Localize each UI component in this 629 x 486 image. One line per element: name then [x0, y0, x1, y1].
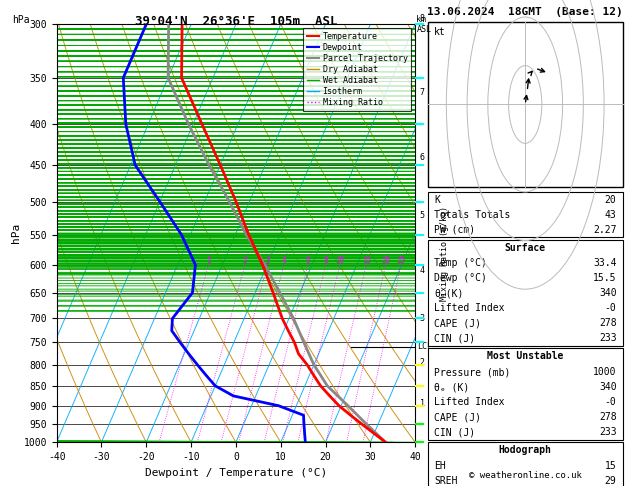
Text: SREH: SREH: [434, 476, 457, 486]
Text: CAPE (J): CAPE (J): [434, 318, 481, 329]
Text: 340: 340: [599, 288, 616, 298]
Text: 233: 233: [599, 427, 616, 437]
Text: kt: kt: [434, 27, 445, 37]
Text: EH: EH: [434, 461, 445, 471]
Text: Lifted Index: Lifted Index: [434, 303, 504, 313]
Text: Lifted Index: Lifted Index: [434, 397, 504, 407]
Text: Hodograph: Hodograph: [499, 445, 552, 455]
Text: 2: 2: [420, 358, 425, 367]
Text: 3: 3: [265, 256, 270, 265]
Text: Pressure (mb): Pressure (mb): [434, 367, 510, 377]
Text: Mixing Ratio (g/kg): Mixing Ratio (g/kg): [440, 206, 448, 301]
Text: 15: 15: [605, 461, 616, 471]
Bar: [428, 192, 623, 237]
Text: LCL: LCL: [418, 343, 432, 351]
Y-axis label: hPa: hPa: [11, 223, 21, 243]
Text: Surface: Surface: [504, 243, 546, 253]
Text: km
ASL: km ASL: [416, 15, 431, 34]
Text: Temp (°C): Temp (°C): [434, 258, 487, 268]
Text: 4: 4: [282, 256, 286, 265]
Text: 39°04'N  26°36'E  105m  ASL: 39°04'N 26°36'E 105m ASL: [135, 15, 337, 28]
X-axis label: Dewpoint / Temperature (°C): Dewpoint / Temperature (°C): [145, 468, 327, 478]
Text: 15: 15: [362, 256, 371, 265]
Text: CIN (J): CIN (J): [434, 333, 475, 344]
Text: 43: 43: [605, 209, 616, 220]
Text: θₑ(K): θₑ(K): [434, 288, 464, 298]
Bar: [428, 22, 623, 187]
Text: 278: 278: [599, 412, 616, 422]
Bar: [428, 240, 623, 346]
Text: 5: 5: [420, 211, 425, 220]
Legend: Temperature, Dewpoint, Parcel Trajectory, Dry Adiabat, Wet Adiabat, Isotherm, Mi: Temperature, Dewpoint, Parcel Trajectory…: [303, 29, 411, 111]
Text: 15.5: 15.5: [593, 273, 616, 283]
Text: PW (cm): PW (cm): [434, 225, 475, 235]
Text: θₑ (K): θₑ (K): [434, 382, 469, 392]
Text: Dewp (°C): Dewp (°C): [434, 273, 487, 283]
Text: 20: 20: [381, 256, 390, 265]
Text: 2.27: 2.27: [593, 225, 616, 235]
Text: 2: 2: [243, 256, 247, 265]
Text: 278: 278: [599, 318, 616, 329]
Text: 1: 1: [420, 399, 425, 408]
Text: 25: 25: [396, 256, 406, 265]
Text: 13.06.2024  18GMT  (Base: 12): 13.06.2024 18GMT (Base: 12): [427, 7, 623, 17]
Text: -0: -0: [605, 397, 616, 407]
Bar: [428, 442, 623, 486]
Text: 3: 3: [420, 314, 425, 323]
Text: 33.4: 33.4: [593, 258, 616, 268]
Text: 1000: 1000: [593, 367, 616, 377]
Text: hPa: hPa: [13, 15, 30, 25]
Text: K: K: [434, 194, 440, 205]
Bar: [428, 348, 623, 440]
Text: 10: 10: [335, 256, 345, 265]
Text: 6: 6: [306, 256, 310, 265]
Text: 7: 7: [420, 88, 425, 97]
Text: -0: -0: [605, 303, 616, 313]
Text: Most Unstable: Most Unstable: [487, 351, 564, 362]
Text: 8: 8: [323, 256, 328, 265]
Text: 20: 20: [605, 194, 616, 205]
Text: © weatheronline.co.uk: © weatheronline.co.uk: [469, 471, 582, 480]
Text: CAPE (J): CAPE (J): [434, 412, 481, 422]
Text: CIN (J): CIN (J): [434, 427, 475, 437]
Text: 6: 6: [420, 153, 425, 162]
Text: 4: 4: [420, 266, 425, 275]
Text: 29: 29: [605, 476, 616, 486]
Text: 340: 340: [599, 382, 616, 392]
Text: Totals Totals: Totals Totals: [434, 209, 510, 220]
Text: 233: 233: [599, 333, 616, 344]
Text: 1: 1: [206, 256, 211, 265]
Text: 8: 8: [420, 14, 425, 23]
